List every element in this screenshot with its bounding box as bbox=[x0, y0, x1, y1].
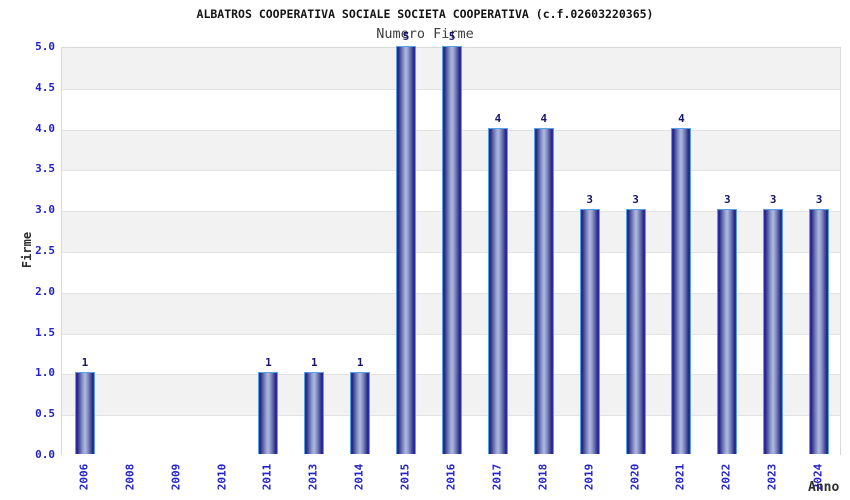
x-tick-label: 2011 bbox=[260, 463, 274, 491]
x-tick-label: 2017 bbox=[490, 463, 504, 491]
bar-value-label: 3 bbox=[769, 193, 777, 207]
x-tick-label: 2020 bbox=[628, 463, 642, 491]
bar bbox=[671, 127, 692, 454]
x-tick-label: 2013 bbox=[306, 463, 320, 491]
bar-value-label: 3 bbox=[723, 193, 731, 207]
x-tick-label: 2019 bbox=[582, 463, 596, 491]
plot-area: 1 1 1 1 5 5 4 4 3 3 4 3 3 3 bbox=[61, 31, 841, 456]
chart-subtitle: Numero Firme bbox=[376, 26, 474, 42]
x-tick-label: 2022 bbox=[719, 463, 733, 491]
y-tick-label: 4.5 bbox=[35, 80, 55, 94]
x-tick-label: 2018 bbox=[536, 463, 550, 491]
y-tick-label: 3.0 bbox=[35, 203, 55, 217]
bar-value-label: 3 bbox=[586, 193, 593, 207]
bar-value-label: 1 bbox=[356, 356, 364, 370]
bar bbox=[533, 127, 554, 454]
y-tick-label: 3.5 bbox=[35, 162, 55, 176]
x-tick-label: 2014 bbox=[352, 463, 366, 491]
y-tick-label: 4.0 bbox=[35, 121, 55, 135]
x-tick-label: 2021 bbox=[673, 463, 687, 491]
y-axis-label: Firme bbox=[20, 231, 34, 269]
bar bbox=[396, 46, 417, 454]
y-tick-label: 2.5 bbox=[35, 244, 55, 257]
bar-value-label: 3 bbox=[632, 193, 639, 207]
bar-value-label: 5 bbox=[402, 30, 410, 43]
bar-value-label: 3 bbox=[815, 193, 823, 207]
y-tick-label: 5.0 bbox=[35, 40, 55, 53]
bar-value-label: 1 bbox=[265, 356, 272, 370]
x-axis-label: Anno bbox=[808, 480, 840, 495]
bar bbox=[258, 372, 279, 454]
bar bbox=[763, 209, 784, 454]
x-tick-label: 2015 bbox=[398, 463, 412, 491]
x-tick-label: 2023 bbox=[765, 463, 779, 491]
y-tick-label: 0.0 bbox=[35, 448, 55, 461]
y-tick-label: 1.5 bbox=[35, 325, 55, 339]
bar bbox=[350, 372, 371, 454]
bar-value-label: 4 bbox=[678, 111, 685, 125]
bar-value-label: 5 bbox=[448, 30, 456, 43]
x-tick-label: 2010 bbox=[215, 463, 229, 491]
bar bbox=[487, 127, 508, 454]
bar-value-label: 4 bbox=[540, 111, 548, 125]
bar bbox=[304, 372, 325, 454]
bar-value-label: 1 bbox=[81, 356, 89, 370]
x-tick-label: 2009 bbox=[169, 463, 183, 491]
bar bbox=[579, 209, 600, 454]
x-tick-label: 2006 bbox=[77, 463, 91, 491]
y-tick-label: 1.0 bbox=[35, 366, 55, 380]
bar bbox=[809, 209, 830, 454]
x-tick-label: 2008 bbox=[123, 463, 137, 491]
x-tick-label: 2016 bbox=[444, 463, 458, 491]
y-tick-label: 2.0 bbox=[35, 284, 55, 298]
bar-value-label: 4 bbox=[494, 111, 502, 125]
bar bbox=[442, 46, 462, 454]
y-tick-label: 0.5 bbox=[35, 407, 55, 421]
chart-title: ALBATROS COOPERATIVA SOCIALE SOCIETA COO… bbox=[196, 7, 654, 21]
bar bbox=[74, 372, 95, 454]
bar-value-label: 1 bbox=[311, 356, 318, 370]
bar bbox=[717, 209, 738, 454]
bar bbox=[625, 209, 646, 454]
